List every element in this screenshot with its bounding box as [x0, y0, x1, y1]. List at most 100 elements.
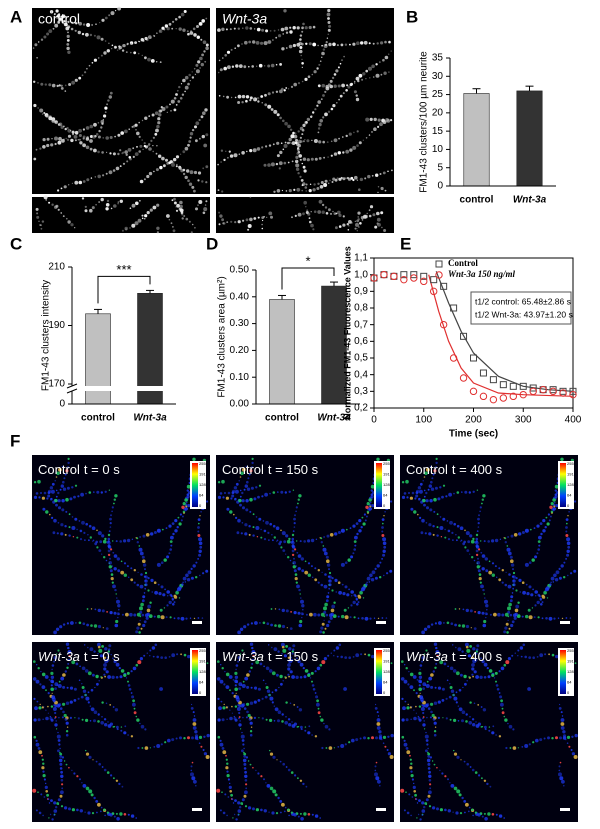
punctum: [138, 631, 141, 634]
punctum: [568, 745, 571, 748]
punctum: [144, 218, 146, 220]
punctum: [224, 793, 227, 796]
punctum: [50, 497, 53, 500]
punctum: [467, 654, 471, 658]
punctum: [477, 722, 481, 726]
punctum: [328, 579, 331, 582]
punctum: [468, 491, 471, 494]
punctum: [72, 536, 75, 538]
punctum: [47, 705, 49, 708]
punctum: [192, 711, 195, 714]
punctum: [98, 680, 100, 682]
panel-label: A: [10, 7, 22, 26]
punctum: [321, 622, 325, 626]
punctum: [57, 522, 60, 524]
punctum: [125, 153, 128, 156]
punctum: [68, 654, 71, 658]
punctum: [255, 41, 260, 45]
punctum: [381, 530, 384, 533]
punctum: [115, 812, 118, 815]
punctum: [97, 122, 100, 124]
punctum: [302, 165, 306, 169]
punctum: [115, 10, 117, 12]
punctum: [297, 815, 300, 818]
punctum: [224, 492, 226, 494]
punctum: [133, 613, 137, 617]
punctum: [237, 814, 240, 816]
punctum: [299, 136, 302, 139]
punctum: [504, 612, 509, 617]
punctum: [360, 526, 363, 529]
punctum: [287, 556, 290, 559]
punctum: [206, 662, 209, 665]
punctum: [415, 692, 418, 695]
caption-condition: Control: [222, 462, 264, 477]
punctum: [223, 158, 226, 162]
punctum: [238, 64, 243, 68]
punctum: [507, 551, 512, 556]
punctum: [377, 617, 380, 620]
punctum: [424, 532, 427, 535]
punctum: [66, 486, 70, 490]
punctum: [65, 137, 67, 140]
punctum: [475, 545, 480, 549]
punctum: [288, 189, 292, 193]
punctum: [473, 559, 476, 562]
punctum: [272, 789, 277, 794]
punctum: [97, 720, 100, 723]
punctum: [356, 603, 359, 606]
punctum: [458, 707, 463, 712]
punctum: [383, 229, 387, 232]
punctum: [67, 220, 71, 224]
punctum: [343, 687, 347, 691]
punctum: [484, 597, 486, 599]
punctum: [524, 744, 529, 748]
punctum: [54, 480, 56, 482]
punctum: [240, 728, 242, 730]
punctum: [279, 540, 283, 544]
punctum: [243, 752, 247, 756]
punctum: [461, 796, 464, 800]
punctum: [328, 746, 333, 750]
punctum: [294, 573, 298, 576]
punctum: [89, 720, 92, 722]
punctum: [183, 215, 186, 217]
punctum: [291, 675, 295, 679]
punctum: [485, 616, 487, 619]
punctum: [89, 124, 94, 129]
punctum: [93, 491, 95, 493]
punctum: [249, 763, 252, 766]
punctum: [296, 540, 298, 542]
punctum: [112, 657, 114, 660]
punctum: [317, 100, 322, 104]
punctum: [197, 526, 200, 529]
punctum: [146, 652, 148, 654]
punctum: [196, 25, 199, 28]
punctum: [383, 71, 387, 75]
punctum: [326, 141, 329, 144]
punctum: [507, 584, 512, 589]
punctum: [102, 174, 105, 177]
punctum: [78, 621, 82, 625]
punctum: [562, 730, 566, 734]
punctum: [137, 746, 140, 750]
punctum: [268, 539, 270, 541]
punctum: [170, 222, 173, 225]
punctum: [113, 611, 117, 615]
punctum: [265, 520, 269, 525]
punctum: [366, 510, 370, 513]
punctum: [434, 622, 437, 625]
punctum: [134, 123, 138, 127]
punctum: [116, 49, 119, 51]
punctum: [56, 14, 61, 18]
punctum: [278, 686, 280, 689]
colorbar-label: 191: [567, 472, 574, 477]
punctum: [304, 139, 306, 141]
punctum: [136, 541, 139, 544]
punctum: [196, 35, 200, 39]
punctum: [166, 590, 170, 594]
punctum: [525, 614, 529, 619]
punctum: [219, 492, 223, 495]
punctum: [429, 716, 432, 719]
colorbar-label: 0: [383, 690, 386, 695]
